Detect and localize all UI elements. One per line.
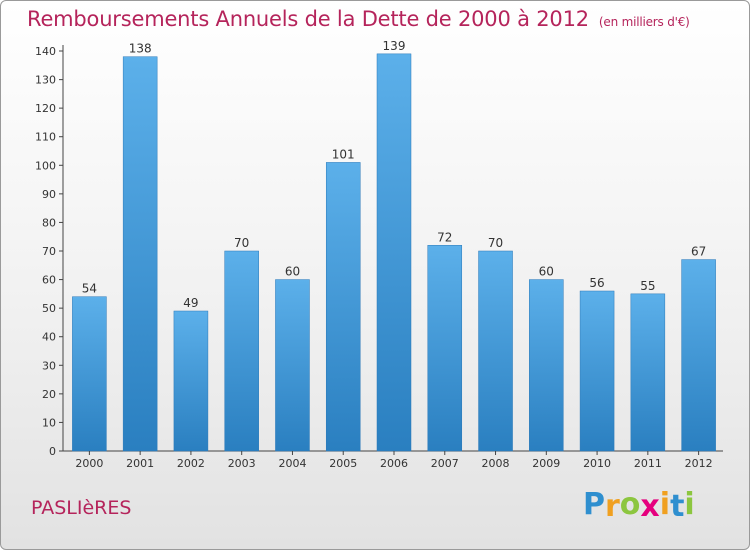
bar-2010	[579, 290, 615, 452]
logo-letter: x	[640, 489, 660, 524]
logo-letter: t	[670, 489, 685, 524]
data-label-2009: 60	[539, 265, 554, 279]
bar-2005	[325, 162, 361, 452]
x-tick-label-2008: 2008	[482, 457, 510, 470]
y-tick-label: 30	[42, 359, 56, 372]
y-tick-label: 60	[42, 274, 56, 287]
bar-2003	[224, 250, 259, 452]
y-tick-label: 10	[42, 416, 56, 429]
x-tick-label-2002: 2002	[177, 457, 205, 470]
data-label-2010: 56	[589, 276, 604, 290]
data-label-2001: 138	[129, 42, 152, 56]
proxiti-logo: Proxiti	[583, 487, 695, 524]
x-tick-label-2011: 2011	[634, 457, 662, 470]
x-tick-label-2000: 2000	[75, 457, 103, 470]
y-tick-label: 120	[35, 102, 56, 115]
y-tick-label: 90	[42, 188, 56, 201]
logo-letter: i	[684, 487, 695, 522]
y-tick-label: 70	[42, 245, 56, 258]
x-tick-label-2007: 2007	[431, 457, 459, 470]
data-label-2006: 139	[383, 39, 406, 53]
x-tick-label-2004: 2004	[278, 457, 306, 470]
logo-letter: r	[605, 489, 620, 524]
chart-subtitle: (en milliers d'€)	[598, 15, 690, 29]
y-tick-label: 40	[42, 331, 56, 344]
data-label-2008: 70	[488, 236, 503, 250]
bar-2009	[529, 279, 564, 452]
bar-2001	[122, 56, 158, 452]
y-tick-label: 0	[49, 445, 56, 458]
data-label-2003: 70	[234, 236, 249, 250]
x-tick-label-2012: 2012	[685, 457, 713, 470]
data-label-2011: 55	[640, 279, 655, 293]
bar-2012	[681, 259, 716, 452]
y-tick-label: 50	[42, 302, 56, 315]
bar-2007	[427, 245, 463, 452]
x-tick-label-2005: 2005	[329, 457, 357, 470]
y-tick-label: 100	[35, 159, 56, 172]
commune-name: PASLIèRES	[31, 497, 132, 519]
y-tick-label: 20	[42, 388, 56, 401]
data-label-2012: 67	[691, 245, 706, 259]
chart-title: Remboursements Annuels de la Dette de 20…	[27, 7, 589, 31]
chart-title-block: Remboursements Annuels de la Dette de 20…	[27, 7, 690, 31]
logo-letter: i	[659, 487, 671, 522]
bar-2011	[630, 293, 666, 452]
x-tick-label-2009: 2009	[532, 457, 560, 470]
bar-2002	[173, 310, 209, 452]
y-tick-label: 130	[35, 74, 56, 87]
x-tick-label-2010: 2010	[583, 457, 611, 470]
y-tick-label: 80	[42, 216, 56, 229]
x-tick-label-2006: 2006	[380, 457, 408, 470]
data-label-2004: 60	[285, 265, 300, 279]
logo-letter: o	[619, 487, 641, 522]
data-label-2002: 49	[183, 296, 198, 310]
data-label-2000: 54	[82, 282, 97, 296]
y-tick-label: 110	[35, 131, 56, 144]
logo-letter: P	[583, 487, 605, 522]
bar-2006	[376, 53, 412, 452]
y-tick-label: 140	[35, 45, 56, 58]
data-label-2007: 72	[437, 230, 452, 244]
x-tick-label-2003: 2003	[228, 457, 256, 470]
data-label-2005: 101	[332, 147, 355, 161]
bar-2004	[275, 279, 310, 452]
bar-2008	[478, 250, 513, 452]
bar-2000	[72, 296, 107, 452]
x-tick-label-2001: 2001	[126, 457, 154, 470]
